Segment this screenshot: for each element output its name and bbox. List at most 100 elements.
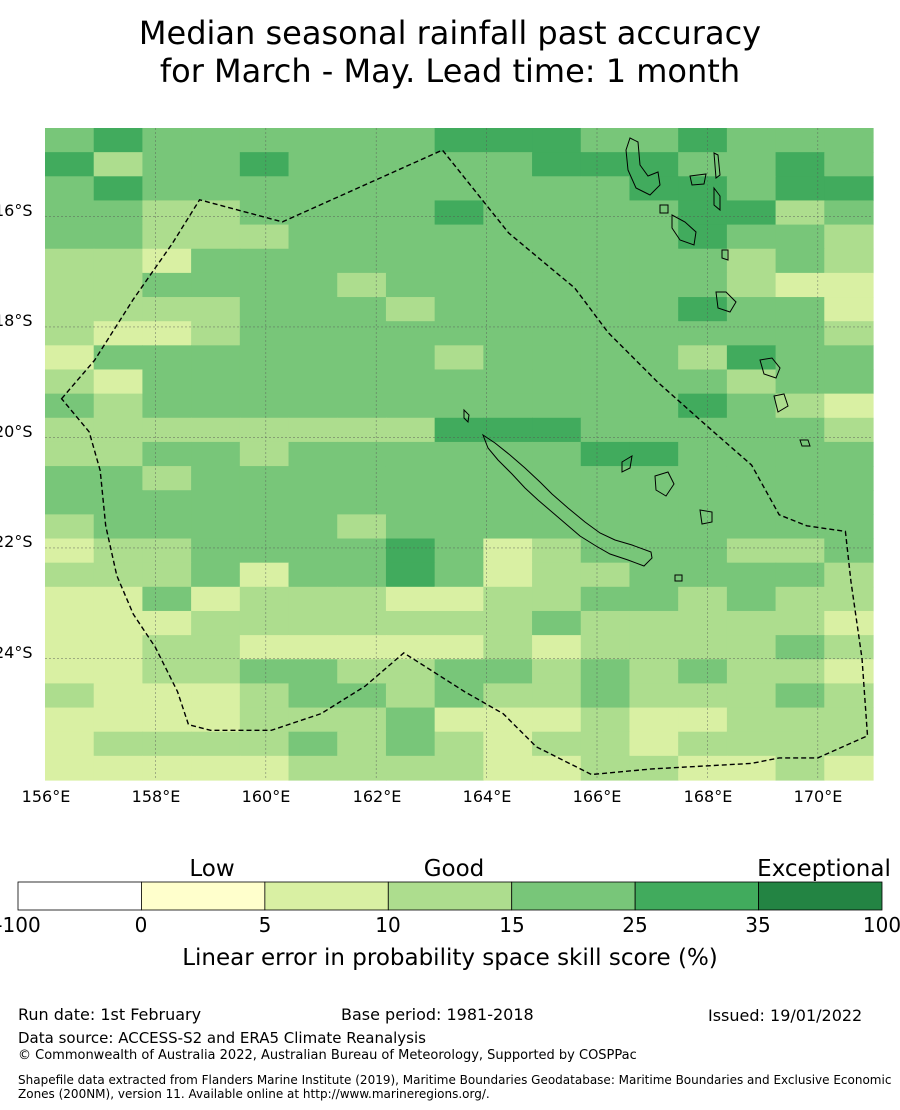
data-source: Data source: ACCESS-S2 and ERA5 Climate … bbox=[18, 1029, 426, 1047]
lat-label-22s: 22°S bbox=[0, 532, 33, 551]
grid-cell bbox=[678, 610, 728, 636]
grid-cell bbox=[726, 200, 777, 226]
grid-cell bbox=[385, 586, 436, 612]
colorbar bbox=[17, 881, 883, 911]
grid-cell bbox=[580, 224, 631, 250]
island-vanuatu-9 bbox=[773, 393, 789, 413]
grid-cell bbox=[434, 490, 484, 515]
grid-cell bbox=[45, 321, 95, 346]
grid-cell bbox=[434, 176, 484, 202]
grid-cell bbox=[288, 369, 338, 395]
grid-cell bbox=[191, 610, 241, 636]
grid-cell bbox=[191, 635, 241, 660]
grid-cell bbox=[775, 345, 825, 371]
grid-cell bbox=[239, 635, 290, 660]
grid-cell bbox=[629, 683, 679, 709]
grid-cell bbox=[337, 128, 387, 153]
grid-cell bbox=[678, 707, 728, 733]
grid-cell bbox=[532, 635, 582, 660]
grid-cell bbox=[775, 659, 825, 685]
grid-cell bbox=[775, 152, 825, 177]
grid-cell bbox=[483, 659, 533, 685]
grid-cell bbox=[142, 248, 192, 274]
grid-cell bbox=[678, 490, 728, 515]
grid-cell bbox=[483, 635, 533, 660]
grid-cell bbox=[142, 538, 192, 564]
grid-cell bbox=[775, 417, 825, 443]
grid-cell bbox=[532, 683, 582, 709]
grid-cell bbox=[532, 490, 582, 515]
grid-cell bbox=[483, 272, 533, 298]
grid-cell bbox=[385, 610, 436, 636]
title-line-2: for March - May. Lead time: 1 month bbox=[159, 52, 741, 90]
grid-cell bbox=[483, 562, 533, 588]
grid-cell bbox=[142, 369, 192, 395]
grid-cell bbox=[726, 659, 777, 685]
grid-cell bbox=[434, 538, 484, 564]
grid-cell bbox=[629, 297, 679, 322]
grid-cell bbox=[580, 152, 631, 177]
grid-cell bbox=[483, 297, 533, 322]
grid-cell bbox=[629, 393, 679, 419]
map-gridlines bbox=[45, 128, 873, 780]
grid-cell bbox=[483, 538, 533, 564]
grid-cell bbox=[142, 297, 192, 322]
grid-cell bbox=[824, 369, 874, 395]
grid-cell bbox=[434, 707, 484, 733]
grid-cell bbox=[483, 586, 533, 612]
grid-cell bbox=[629, 321, 679, 346]
grid-cell bbox=[288, 152, 338, 177]
grid-cell bbox=[142, 417, 192, 443]
grid-cell bbox=[45, 707, 95, 733]
grid-cell bbox=[629, 610, 679, 636]
grid-cell bbox=[629, 466, 679, 491]
grid-cell bbox=[337, 272, 387, 298]
tick-100: 100 bbox=[862, 913, 900, 937]
island-loyalty-1 bbox=[621, 455, 633, 473]
copyright: © Commonwealth of Australia 2022, Austra… bbox=[18, 1048, 637, 1063]
grid-cell bbox=[629, 417, 679, 443]
grid-cell bbox=[726, 441, 777, 467]
grid-cell bbox=[824, 441, 874, 467]
grid-cell bbox=[434, 152, 484, 177]
grid-cell bbox=[93, 514, 144, 540]
grid-cell bbox=[191, 538, 241, 564]
grid-cell bbox=[775, 297, 825, 322]
grid-cell bbox=[142, 562, 192, 588]
grid-cell bbox=[288, 128, 338, 153]
grid-cell bbox=[483, 200, 533, 226]
title-line-1: Median seasonal rainfall past accuracy bbox=[138, 14, 762, 52]
tick-5: 5 bbox=[258, 913, 272, 937]
grid-cell bbox=[337, 707, 387, 733]
grid-cell bbox=[678, 345, 728, 371]
grid-cell bbox=[678, 731, 728, 757]
lon-label-166e: 166°E bbox=[572, 787, 622, 806]
coastlines bbox=[463, 137, 811, 582]
grid-cell bbox=[678, 321, 728, 346]
grid-cell bbox=[93, 297, 144, 322]
grid-cell bbox=[580, 248, 631, 274]
tick-25: 25 bbox=[622, 913, 648, 937]
grid-cell bbox=[191, 248, 241, 274]
grid-cell bbox=[142, 176, 192, 202]
grid-cell bbox=[239, 755, 290, 781]
lon-label-170e: 170°E bbox=[793, 787, 843, 806]
grid-cell bbox=[483, 152, 533, 177]
grid-cell bbox=[678, 635, 728, 660]
grid-cell bbox=[45, 417, 95, 443]
grid-cell bbox=[824, 200, 874, 226]
run-date: Run date: 1st February bbox=[18, 1005, 202, 1024]
grid-cell bbox=[93, 707, 144, 733]
colorbar-segment bbox=[758, 881, 883, 911]
grid-cell bbox=[288, 297, 338, 322]
grid-cell bbox=[288, 514, 338, 540]
grid-cell bbox=[142, 586, 192, 612]
grid-cell bbox=[191, 128, 241, 153]
grid-cell bbox=[45, 562, 95, 588]
grid-cell bbox=[580, 128, 631, 153]
grid-cell bbox=[726, 731, 777, 757]
grid-cell bbox=[385, 176, 436, 202]
grid-cell bbox=[337, 369, 387, 395]
grid-cell bbox=[288, 466, 338, 491]
grid-cell bbox=[775, 490, 825, 515]
